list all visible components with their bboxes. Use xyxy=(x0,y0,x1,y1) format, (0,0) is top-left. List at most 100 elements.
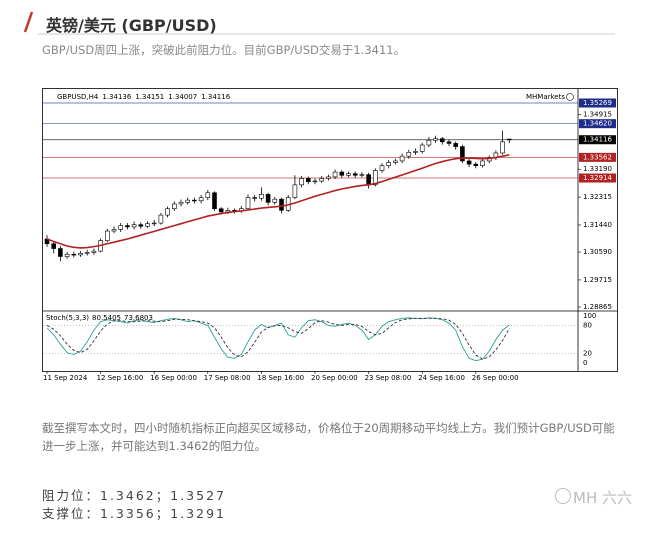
candle-body xyxy=(366,174,371,186)
candle-body xyxy=(259,194,264,199)
stoch-tick-label: 20 xyxy=(583,350,592,358)
x-tick-label: 24 Sep 16:00 xyxy=(418,374,465,382)
candle-body xyxy=(460,146,465,162)
candle-body xyxy=(339,171,345,176)
candle-body xyxy=(205,192,211,198)
candle-body xyxy=(372,170,378,186)
resistance: 阻力位：1.3462；1.3527 xyxy=(42,488,226,503)
candle-body xyxy=(178,202,184,205)
candle-body xyxy=(272,198,278,203)
candle-body xyxy=(305,178,311,182)
candle-body xyxy=(91,250,97,253)
y-tick-label: 1.30590 xyxy=(583,248,612,256)
chart-frame xyxy=(42,88,618,372)
level-label: 1.34116 xyxy=(583,136,612,144)
candle-body xyxy=(439,138,445,143)
candle-body xyxy=(426,139,432,146)
watermark: MH 六六 xyxy=(573,489,632,507)
candle-body xyxy=(466,160,472,165)
candle-body xyxy=(473,163,479,167)
candle-body xyxy=(131,224,137,228)
candle-body xyxy=(118,225,123,230)
candle-body xyxy=(326,176,331,179)
candle-body xyxy=(352,173,358,176)
stoch-header: Stoch(5,3,3) 80.5405 73.6803 xyxy=(46,314,153,322)
candle-body xyxy=(406,152,412,157)
candle-body xyxy=(165,208,170,216)
candle-body xyxy=(299,178,304,186)
brand-icon xyxy=(566,93,574,101)
candle-body xyxy=(292,184,298,198)
y-tick-label: 1.34915 xyxy=(583,110,612,118)
stoch-tick-label: 80 xyxy=(583,321,592,329)
candle-body xyxy=(346,173,351,176)
title: 英镑/美元 (GBP/USD) xyxy=(46,16,217,35)
x-tick-label: 26 Sep 00:00 xyxy=(472,374,519,382)
candle-body xyxy=(138,224,144,227)
candle-body xyxy=(265,194,271,203)
chart-header: GBPUSD,H4 1.34136 1.34151 1.34007 1.34116 xyxy=(57,93,231,101)
level-box xyxy=(579,152,616,162)
symbol: GBPUSD,H4 xyxy=(57,93,99,101)
candle-body xyxy=(198,197,204,202)
ohlc-value: 1.34116 xyxy=(201,93,230,101)
candle-body xyxy=(58,248,63,257)
candle-body xyxy=(279,198,284,211)
candle-body xyxy=(332,171,338,178)
candle-body xyxy=(185,199,190,203)
y-tick-label: 1.31440 xyxy=(583,221,612,229)
x-tick-label: 23 Sep 08:00 xyxy=(365,374,412,382)
candle-body xyxy=(212,192,217,210)
candle-body xyxy=(105,230,110,241)
level-label: 1.32914 xyxy=(583,174,612,182)
ohlc-value: 1.34151 xyxy=(135,93,164,101)
watermark-icon xyxy=(555,488,571,504)
ohlc-value: 1.34007 xyxy=(168,93,197,101)
x-tick-label: 20 Sep 00:00 xyxy=(311,374,358,382)
paragraph: 截至撰写本文时，四小时随机指标正向超买区域移动，价格位于20周期移动平均线上方。… xyxy=(42,421,615,453)
stoch-tick-label: 0 xyxy=(583,359,587,367)
y-tick-label: 1.33190 xyxy=(583,165,612,173)
candle-body xyxy=(419,144,425,152)
stoch-tick-label: 100 xyxy=(583,312,596,320)
candle-body xyxy=(252,197,257,199)
level-box xyxy=(579,135,616,145)
level-box xyxy=(579,98,616,108)
candle-body xyxy=(312,180,318,183)
candle-body xyxy=(125,225,130,228)
moving-average xyxy=(46,154,510,249)
candle-body xyxy=(506,138,512,141)
candle-body xyxy=(78,253,83,256)
candle-body xyxy=(433,138,438,141)
subtitle: GBP/USD周四上涨，突破此前阻力位。目前GBP/USD交易于1.3411。 xyxy=(42,43,406,57)
ohlc-value: 1.34136 xyxy=(102,93,131,101)
level-label: 1.33562 xyxy=(583,153,612,161)
candle-body xyxy=(145,223,150,227)
candle-body xyxy=(245,197,251,210)
level-label: 1.35269 xyxy=(583,99,612,107)
level-box xyxy=(579,173,616,183)
candle-body xyxy=(319,178,325,182)
candle-body xyxy=(151,222,157,225)
candle-body xyxy=(393,160,398,163)
candle-body xyxy=(413,151,418,153)
candle-body xyxy=(111,229,117,232)
candle-body xyxy=(379,165,385,171)
stoch-name: Stoch(5,3,3) xyxy=(46,314,89,322)
candle-body xyxy=(71,253,77,256)
stoch-line xyxy=(46,317,510,360)
candle-body xyxy=(480,160,485,167)
candle-body xyxy=(64,253,70,257)
candle-body xyxy=(192,199,197,202)
candle-body xyxy=(386,162,392,167)
stoch-value: 73.6803 xyxy=(124,314,153,322)
x-tick-label: 18 Sep 16:00 xyxy=(257,374,304,382)
candle-body xyxy=(453,143,459,147)
y-tick-label: 1.32315 xyxy=(583,193,612,201)
y-tick-label: 1.29715 xyxy=(583,276,612,284)
x-tick-label: 16 Sep 00:00 xyxy=(150,374,197,382)
candle-body xyxy=(84,252,90,254)
chart: GBPUSD,H4 1.34136 1.34151 1.34007 1.34116 MHM… xyxy=(23,11,618,382)
stoch-line xyxy=(46,317,510,362)
x-tick-label: 17 Sep 08:00 xyxy=(204,374,251,382)
